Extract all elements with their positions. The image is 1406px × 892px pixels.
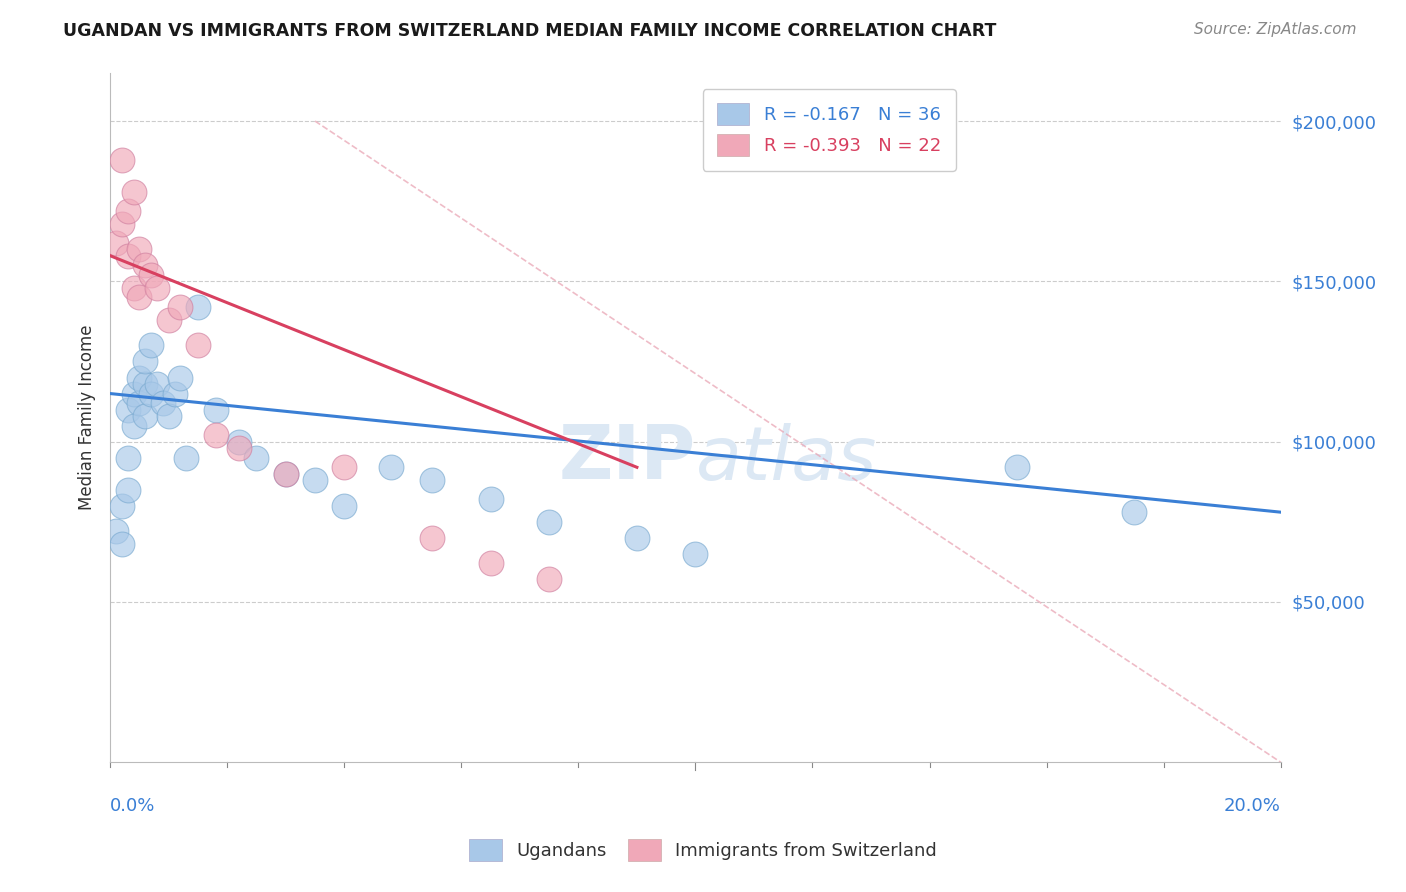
Point bbox=[187, 338, 209, 352]
Point bbox=[122, 386, 145, 401]
Point bbox=[204, 402, 226, 417]
Point bbox=[134, 258, 156, 272]
Point bbox=[139, 268, 162, 282]
Text: 20.0%: 20.0% bbox=[1223, 797, 1281, 814]
Point bbox=[128, 396, 150, 410]
Legend: Ugandans, Immigrants from Switzerland: Ugandans, Immigrants from Switzerland bbox=[460, 830, 946, 870]
Point bbox=[117, 249, 139, 263]
Point bbox=[169, 300, 191, 314]
Point bbox=[105, 235, 128, 250]
Point bbox=[204, 428, 226, 442]
Point bbox=[479, 492, 502, 507]
Point bbox=[152, 396, 174, 410]
Point bbox=[1123, 505, 1146, 519]
Point bbox=[122, 281, 145, 295]
Point bbox=[128, 370, 150, 384]
Point bbox=[134, 376, 156, 391]
Point bbox=[139, 338, 162, 352]
Point bbox=[479, 557, 502, 571]
Point bbox=[169, 370, 191, 384]
Point bbox=[538, 515, 561, 529]
Point bbox=[685, 547, 707, 561]
Point bbox=[157, 409, 180, 423]
Point bbox=[174, 450, 197, 465]
Point bbox=[228, 441, 250, 455]
Point bbox=[538, 573, 561, 587]
Point bbox=[157, 313, 180, 327]
Point bbox=[111, 217, 134, 231]
Text: UGANDAN VS IMMIGRANTS FROM SWITZERLAND MEDIAN FAMILY INCOME CORRELATION CHART: UGANDAN VS IMMIGRANTS FROM SWITZERLAND M… bbox=[63, 22, 997, 40]
Point bbox=[128, 290, 150, 304]
Point bbox=[420, 531, 443, 545]
Point bbox=[111, 537, 134, 551]
Point bbox=[333, 460, 356, 475]
Point bbox=[228, 434, 250, 449]
Point bbox=[117, 450, 139, 465]
Legend: R = -0.167   N = 36, R = -0.393   N = 22: R = -0.167 N = 36, R = -0.393 N = 22 bbox=[703, 89, 956, 171]
Text: Source: ZipAtlas.com: Source: ZipAtlas.com bbox=[1194, 22, 1357, 37]
Y-axis label: Median Family Income: Median Family Income bbox=[79, 325, 96, 510]
Point bbox=[146, 281, 169, 295]
Point bbox=[117, 483, 139, 497]
Point bbox=[111, 499, 134, 513]
Point bbox=[380, 460, 402, 475]
Point bbox=[111, 153, 134, 167]
Point bbox=[105, 524, 128, 539]
Point bbox=[163, 386, 186, 401]
Point bbox=[304, 473, 326, 487]
Point bbox=[122, 185, 145, 199]
Point bbox=[139, 386, 162, 401]
Point bbox=[245, 450, 267, 465]
Point bbox=[187, 300, 209, 314]
Point bbox=[128, 242, 150, 256]
Point bbox=[333, 499, 356, 513]
Point bbox=[117, 402, 139, 417]
Text: 0.0%: 0.0% bbox=[110, 797, 156, 814]
Point bbox=[134, 354, 156, 368]
Point bbox=[1007, 460, 1029, 475]
Point bbox=[146, 376, 169, 391]
Point bbox=[420, 473, 443, 487]
Point bbox=[122, 418, 145, 433]
Text: ZIP: ZIP bbox=[558, 423, 696, 495]
Point bbox=[274, 467, 297, 481]
Point bbox=[134, 409, 156, 423]
Point bbox=[274, 467, 297, 481]
Point bbox=[117, 203, 139, 218]
Point bbox=[626, 531, 648, 545]
Text: atlas: atlas bbox=[696, 423, 877, 495]
